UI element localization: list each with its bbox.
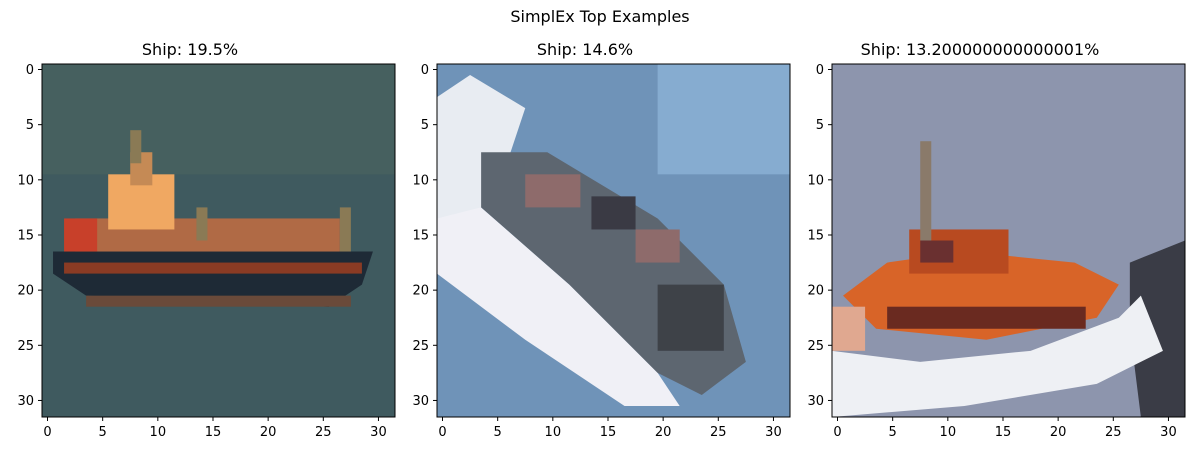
image-region bbox=[525, 174, 581, 208]
x-tick-label: 10 bbox=[150, 425, 167, 440]
y-tick-label: 20 bbox=[807, 284, 824, 299]
x-tick-label: 5 bbox=[99, 425, 107, 440]
y-tick-label: 15 bbox=[412, 228, 429, 243]
y-tick-label: 15 bbox=[807, 228, 824, 243]
y-tick-label: 10 bbox=[412, 173, 429, 188]
x-tick-label: 20 bbox=[1050, 425, 1067, 440]
image-region bbox=[1129, 240, 1185, 417]
y-tick-label: 30 bbox=[412, 394, 429, 409]
x-tick-label: 20 bbox=[655, 425, 672, 440]
axes-frame bbox=[831, 63, 1186, 418]
image-region bbox=[196, 207, 208, 241]
x-tick-label: 30 bbox=[370, 425, 387, 440]
image-region bbox=[437, 207, 680, 406]
x-tick-label: 15 bbox=[995, 425, 1012, 440]
y-tick-label: 5 bbox=[816, 118, 824, 133]
image-region bbox=[920, 141, 932, 241]
x-tick-label: 0 bbox=[833, 425, 841, 440]
y-tick-label: 0 bbox=[421, 63, 429, 78]
subplot-axes: 0 5 10 15 20 25 30 0 5 10 15 20 25 30 bbox=[807, 63, 1186, 440]
image-region bbox=[591, 196, 636, 230]
image-region bbox=[42, 64, 395, 175]
y-tick-label: 0 bbox=[816, 63, 824, 78]
image bbox=[437, 64, 790, 417]
x-tick-label: 30 bbox=[1160, 425, 1177, 440]
y-tick-label: 10 bbox=[807, 173, 824, 188]
image-region bbox=[657, 64, 790, 175]
x-tick-label: 15 bbox=[205, 425, 222, 440]
subplot-3: Ship: 13.200000000000001% 0 5 10 15 20 25 30 0 5… bbox=[790, 0, 1186, 450]
image-region bbox=[64, 262, 362, 274]
image bbox=[832, 64, 1185, 417]
x-tick-label: 5 bbox=[889, 425, 897, 440]
image-region bbox=[832, 295, 1163, 417]
image-region bbox=[86, 295, 351, 307]
y-tick-label: 30 bbox=[17, 394, 34, 409]
x-tick-label: 15 bbox=[600, 425, 617, 440]
image bbox=[42, 64, 395, 417]
y-tick-label: 30 bbox=[807, 394, 824, 409]
image-region bbox=[832, 306, 866, 351]
subplot-axes: 0 5 10 15 20 25 30 0 5 10 15 20 25 30 bbox=[17, 63, 396, 440]
subplot-title: Ship: 19.5% bbox=[141, 40, 239, 59]
image-region bbox=[339, 207, 351, 252]
x-tick-label: 20 bbox=[260, 425, 277, 440]
y-tick-label: 5 bbox=[26, 118, 34, 133]
image-region bbox=[635, 229, 680, 263]
y-tick-label: 10 bbox=[17, 173, 34, 188]
image-region bbox=[130, 130, 142, 164]
axes-frame bbox=[436, 63, 791, 418]
image-region bbox=[887, 306, 1086, 329]
y-tick-label: 5 bbox=[421, 118, 429, 133]
y-tick-label: 25 bbox=[807, 339, 824, 354]
axes-frame bbox=[41, 63, 396, 418]
image-region bbox=[64, 218, 98, 252]
y-tick-label: 0 bbox=[26, 63, 34, 78]
x-tick-label: 0 bbox=[43, 425, 51, 440]
figure-title: SimplEx Top Examples bbox=[510, 7, 690, 26]
image-region bbox=[657, 284, 724, 351]
image-region bbox=[920, 240, 954, 263]
subplot-title: Ship: 14.6% bbox=[536, 40, 634, 59]
x-tick-label: 0 bbox=[438, 425, 446, 440]
subplot-1: Ship: 19.5% 0 5 10 15 20 25 30 0 5 10 15 20 25 30 bbox=[0, 0, 396, 450]
y-tick-label: 15 bbox=[17, 228, 34, 243]
x-tick-label: 10 bbox=[545, 425, 562, 440]
y-tick-label: 20 bbox=[17, 284, 34, 299]
x-tick-label: 25 bbox=[1105, 425, 1122, 440]
y-tick-label: 25 bbox=[17, 339, 34, 354]
x-tick-label: 5 bbox=[494, 425, 502, 440]
x-tick-label: 25 bbox=[710, 425, 727, 440]
x-tick-label: 25 bbox=[315, 425, 332, 440]
y-tick-label: 20 bbox=[412, 284, 429, 299]
x-tick-label: 30 bbox=[765, 425, 782, 440]
subplot-title: Ship: 13.200000000000001% bbox=[860, 40, 1100, 59]
subplot-2: Ship: 14.6% 0 5 10 15 20 25 30 0 5 10 15 20 25 30 bbox=[395, 0, 791, 450]
subplot-axes: 0 5 10 15 20 25 30 0 5 10 15 20 25 30 bbox=[412, 63, 791, 440]
y-tick-label: 25 bbox=[412, 339, 429, 354]
x-tick-label: 10 bbox=[940, 425, 957, 440]
